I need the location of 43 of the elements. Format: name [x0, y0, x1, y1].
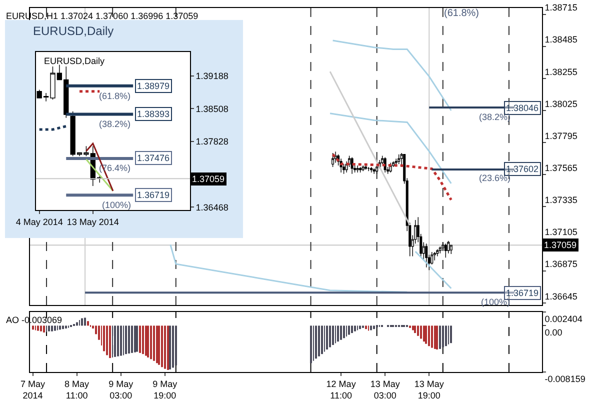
series-label: 1.36719 — [137, 190, 170, 200]
series-label: 1.36719 — [506, 288, 539, 298]
y-tick-label: 1.37335 — [544, 195, 578, 206]
annotation: (23.6%) — [479, 173, 511, 183]
y-tick-label: 1.39188 — [196, 70, 228, 81]
y-tick-label: 1.36645 — [544, 291, 578, 302]
y-tick-label: 1.38485 — [544, 34, 578, 45]
series-label: 1.38393 — [137, 109, 170, 119]
text: EURUSD,Daily — [44, 56, 106, 66]
series-label: 1.37602 — [506, 164, 539, 174]
y-tick-label: 0.002404 — [544, 314, 582, 324]
annotation: (61.8%) — [444, 8, 480, 19]
y-tick-label: 1.38025 — [544, 98, 578, 109]
y-tick-label: 1.37105 — [544, 227, 578, 238]
y-tick-label: 1.36468 — [196, 202, 228, 212]
annotation: (61.8%) — [99, 91, 131, 101]
annotation: (100%) — [102, 200, 132, 210]
chart-title: EURUSD,Daily — [33, 24, 114, 38]
y-tick-label: 1.37828 — [196, 136, 228, 147]
x-tick-label: 8 May 11:00 — [64, 378, 90, 400]
annotation: (38.2%) — [99, 119, 131, 129]
annotation: (38.2%) — [479, 112, 511, 122]
y-tick-label: 1.37795 — [544, 130, 578, 141]
y-tick-label: 1.38255 — [544, 66, 578, 77]
ref-line-label: 1.37059 — [192, 174, 225, 184]
y-tick-label: 1.38508 — [196, 104, 228, 114]
y-tick-label: 1.37565 — [544, 162, 578, 173]
x-tick-label: 12 May 11:00 — [326, 378, 356, 400]
x-tick-label: 13 May 03:00 — [370, 378, 400, 400]
series-label: 1.38979 — [137, 81, 170, 91]
x-tick-label: 13 May 2014 — [66, 216, 119, 227]
y-tick-label: 0.00 — [544, 328, 562, 338]
x-tick-label: 4 May 2014 — [16, 216, 63, 227]
ref-line-label: 1.37059 — [544, 240, 577, 250]
y-tick-label: -0.008159 — [544, 374, 586, 384]
x-tick-label: 7 May 2014 — [20, 378, 46, 400]
series-label: 1.38046 — [506, 103, 539, 113]
x-tick-label: 9 May 03:00 — [108, 378, 134, 400]
x-tick-label: 9 May 19:00 — [152, 378, 178, 400]
y-tick-label: 1.38715 — [544, 2, 578, 13]
x-tick-label: 13 May 19:00 — [414, 378, 444, 400]
y-tick-label: 1.36875 — [544, 259, 578, 270]
series-label: 1.37476 — [137, 153, 170, 163]
